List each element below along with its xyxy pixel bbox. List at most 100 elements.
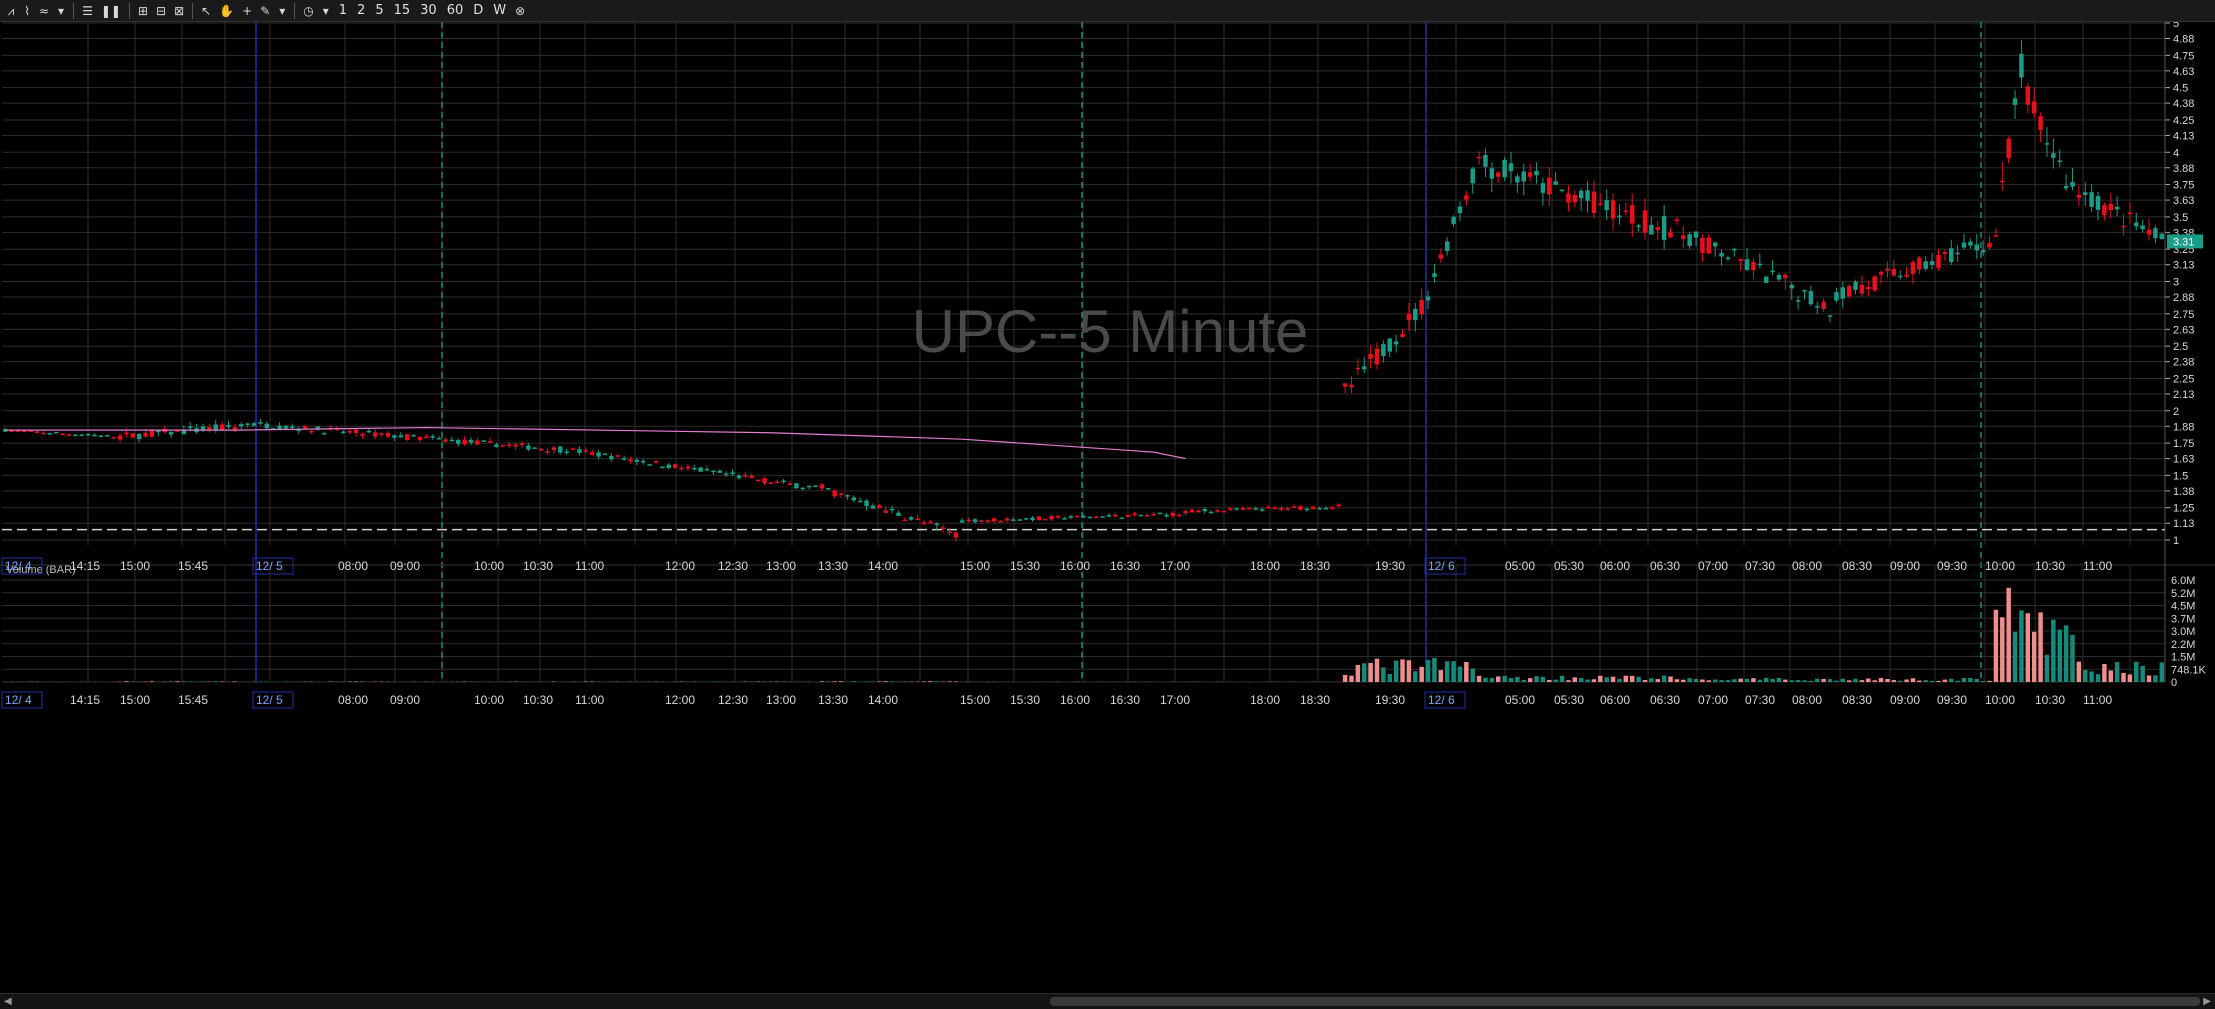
volume-bar bbox=[1375, 659, 1379, 682]
interval-w[interactable]: W bbox=[489, 2, 510, 20]
time-label: 18:30 bbox=[1300, 559, 1330, 573]
layout-icon[interactable]: ⊟ bbox=[153, 2, 169, 20]
volume-bar bbox=[1553, 680, 1557, 682]
candle-body bbox=[1783, 275, 1787, 279]
candle-body bbox=[615, 455, 619, 457]
volume-bar bbox=[1815, 679, 1819, 682]
candle-body bbox=[1426, 296, 1430, 300]
candle-body bbox=[169, 432, 173, 435]
volume-bar bbox=[1675, 679, 1679, 682]
candle-body bbox=[303, 426, 307, 429]
candle-body bbox=[399, 435, 403, 437]
price-volume-chart[interactable]: UPC--5 Minute54.884.754.634.54.384.254.1… bbox=[0, 22, 2215, 993]
candle-body bbox=[220, 424, 224, 430]
volume-bar bbox=[1381, 667, 1385, 682]
candle-body bbox=[1790, 285, 1794, 288]
volume-bar bbox=[935, 681, 939, 682]
volume-bar bbox=[1700, 679, 1704, 682]
volume-bar bbox=[1930, 681, 1934, 682]
volume-bar bbox=[1809, 681, 1813, 682]
candle-body bbox=[73, 435, 77, 437]
candle-body bbox=[2153, 228, 2157, 238]
candle-body bbox=[705, 469, 709, 471]
time-label: 15:30 bbox=[1010, 693, 1040, 707]
dropdown-icon-2[interactable]: ▾ bbox=[275, 2, 289, 20]
chart-style-icon[interactable]: ⩘ bbox=[4, 2, 18, 20]
candle-body bbox=[992, 518, 996, 521]
time-label: 07:00 bbox=[1698, 559, 1728, 573]
candle-body bbox=[105, 435, 109, 437]
dropdown-icon-3[interactable]: ▾ bbox=[319, 2, 333, 20]
horizontal-scrollbar[interactable]: ◀ ▶ bbox=[0, 993, 2215, 1009]
candle-body bbox=[1866, 287, 1870, 289]
candle-body bbox=[35, 431, 39, 433]
candle-body bbox=[1936, 255, 1940, 268]
last-price-label: 3.31 bbox=[2173, 236, 2194, 248]
scroll-right-icon[interactable]: ▶ bbox=[2203, 994, 2211, 1009]
hand-icon[interactable]: ✋ bbox=[216, 2, 237, 20]
candle-body bbox=[80, 435, 84, 437]
close-icon[interactable]: ⊗ bbox=[512, 2, 528, 20]
pointer-icon[interactable]: ↖ bbox=[198, 2, 214, 20]
menu-icon[interactable]: ☰ bbox=[79, 2, 96, 20]
candle-body bbox=[1247, 508, 1251, 510]
volume-bar bbox=[2000, 617, 2004, 682]
volume-bar bbox=[2032, 632, 2036, 682]
grid-icon[interactable]: ⊞ bbox=[135, 2, 151, 20]
scrollbar-thumb[interactable] bbox=[1050, 997, 2200, 1006]
volume-tick-label: 0 bbox=[2171, 677, 2177, 689]
candle-body bbox=[1470, 169, 1474, 184]
volume-bar bbox=[182, 681, 186, 682]
study-icon[interactable]: ≈ bbox=[36, 2, 52, 20]
volume-bar bbox=[954, 681, 958, 682]
candle-body bbox=[1898, 276, 1902, 278]
clock-icon[interactable]: ◷ bbox=[300, 2, 316, 20]
volume-bar bbox=[1777, 678, 1781, 682]
drawing-icon[interactable]: ⌇ bbox=[20, 2, 34, 20]
interval-2[interactable]: 2 bbox=[353, 2, 369, 20]
pause-icon[interactable]: ❚❚ bbox=[98, 2, 124, 20]
candle-body bbox=[2089, 192, 2093, 207]
candle-body bbox=[1375, 349, 1379, 365]
volume-bar bbox=[2160, 662, 2164, 682]
candle-body bbox=[1975, 244, 1979, 250]
date-label: 12/ 4 bbox=[5, 559, 32, 573]
volume-bar bbox=[1407, 660, 1411, 682]
dropdown-icon[interactable]: ▾ bbox=[54, 2, 68, 20]
date-label: 12/ 6 bbox=[1428, 559, 1455, 573]
interval-15[interactable]: 15 bbox=[390, 2, 415, 20]
volume-bar bbox=[1764, 678, 1768, 682]
candle-body bbox=[1113, 515, 1117, 517]
volume-bar bbox=[1821, 679, 1825, 682]
chart-title: UPC--5 Minute bbox=[912, 298, 1309, 365]
volume-bar bbox=[1394, 661, 1398, 682]
volume-bar bbox=[1349, 676, 1353, 682]
interval-1[interactable]: 1 bbox=[335, 2, 351, 20]
candle-body bbox=[1164, 515, 1168, 517]
volume-bar bbox=[839, 681, 843, 682]
candle-body bbox=[986, 520, 990, 522]
candle-body bbox=[1566, 193, 1570, 202]
volume-bar bbox=[1898, 681, 1902, 682]
volume-tick-label: 4.5M bbox=[2171, 601, 2195, 613]
interval-5[interactable]: 5 bbox=[371, 2, 387, 20]
candle-body bbox=[475, 440, 479, 444]
volume-bar bbox=[1509, 678, 1513, 682]
volume-bar bbox=[1796, 680, 1800, 682]
candle-body bbox=[1228, 508, 1232, 510]
interval-d[interactable]: D bbox=[469, 2, 487, 20]
pencil-icon[interactable]: ✎ bbox=[257, 2, 273, 20]
candle-body bbox=[258, 422, 262, 424]
volume-bar bbox=[1611, 677, 1615, 682]
interval-60[interactable]: 60 bbox=[443, 2, 468, 20]
candle-body bbox=[48, 433, 52, 435]
crosshair-icon[interactable]: + bbox=[239, 2, 255, 20]
time-label: 10:30 bbox=[523, 559, 553, 573]
scroll-left-icon[interactable]: ◀ bbox=[4, 994, 12, 1009]
candle-body bbox=[1726, 258, 1730, 260]
interval-30[interactable]: 30 bbox=[416, 2, 441, 20]
volume-bar bbox=[1834, 681, 1838, 682]
zoom-icon[interactable]: ⊠ bbox=[171, 2, 187, 20]
candle-body bbox=[1809, 291, 1813, 304]
volume-bar bbox=[1566, 680, 1570, 682]
